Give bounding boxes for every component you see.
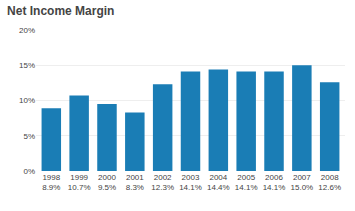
svg-text:10%: 10%: [19, 96, 35, 105]
svg-text:200314.1%: 200314.1%: [179, 173, 202, 192]
svg-text:200614.1%: 200614.1%: [263, 173, 286, 192]
svg-text:199910.7%: 199910.7%: [68, 173, 91, 192]
svg-text:20009.5%: 20009.5%: [98, 173, 117, 192]
svg-text:200812.6%: 200812.6%: [318, 173, 341, 192]
svg-text:200715.0%: 200715.0%: [291, 173, 314, 192]
svg-text:Net Income Margin: Net Income Margin: [7, 4, 114, 18]
svg-text:200514.1%: 200514.1%: [235, 173, 258, 192]
svg-text:19988.9%: 19988.9%: [42, 173, 61, 192]
svg-text:20018.3%: 20018.3%: [126, 173, 145, 192]
svg-text:0%: 0%: [23, 167, 35, 176]
svg-text:5%: 5%: [23, 132, 35, 141]
svg-text:200212.3%: 200212.3%: [151, 173, 174, 192]
svg-text:200414.4%: 200414.4%: [207, 173, 230, 192]
svg-text:20%: 20%: [19, 26, 35, 35]
svg-text:15%: 15%: [19, 61, 35, 70]
